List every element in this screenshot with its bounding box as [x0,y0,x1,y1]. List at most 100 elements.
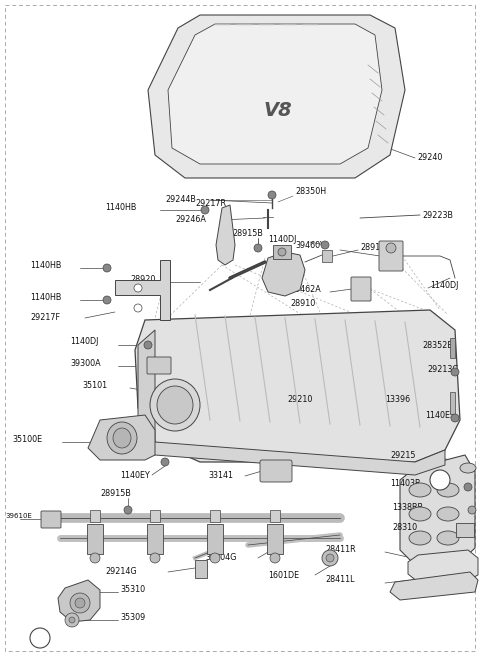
Circle shape [210,553,220,563]
Text: 1140HB: 1140HB [30,293,61,302]
Text: 29214G: 29214G [105,567,137,577]
Circle shape [69,617,75,623]
Text: 39460V: 39460V [295,241,325,251]
Text: 28350H: 28350H [295,188,326,197]
Text: A: A [36,633,44,643]
Circle shape [134,304,142,312]
Text: 29217R: 29217R [195,199,226,207]
Circle shape [386,243,396,253]
Circle shape [75,598,85,608]
Text: 39610E: 39610E [5,513,32,519]
Text: 1140DJ: 1140DJ [268,236,296,245]
Bar [147,524,163,554]
Ellipse shape [437,531,459,545]
Bar [195,560,207,578]
Polygon shape [148,15,405,178]
Ellipse shape [409,531,431,545]
Ellipse shape [157,386,193,424]
Text: 13396: 13396 [385,396,410,405]
Circle shape [451,414,459,422]
Text: 28915B: 28915B [100,489,131,499]
Text: 28911A: 28911A [360,243,391,253]
Polygon shape [58,580,100,622]
Ellipse shape [150,379,200,431]
Text: 1338BB: 1338BB [392,502,423,512]
Circle shape [150,553,160,563]
Circle shape [464,483,472,491]
Text: 29215: 29215 [390,451,416,459]
Bar [150,510,160,522]
Text: 28411R: 28411R [325,546,356,554]
Bar [207,524,223,554]
Ellipse shape [107,422,137,454]
Text: 29246A: 29246A [175,216,206,224]
Polygon shape [88,415,155,460]
Circle shape [430,470,450,490]
Circle shape [103,264,111,272]
Circle shape [30,628,50,648]
Ellipse shape [409,483,431,497]
Polygon shape [408,550,478,582]
Bar [273,245,291,259]
Circle shape [270,553,280,563]
Text: 33141: 33141 [208,470,233,480]
FancyBboxPatch shape [260,460,292,482]
Bar [87,524,103,554]
Bar [210,510,220,522]
Text: 1140EY: 1140EY [120,470,150,480]
Text: 28352E: 28352E [422,340,452,350]
Circle shape [70,593,90,613]
FancyBboxPatch shape [41,511,61,528]
Text: 28310: 28310 [392,522,417,531]
Text: 35101: 35101 [82,380,107,390]
FancyBboxPatch shape [147,357,171,374]
Circle shape [201,206,209,214]
Text: 1140HB: 1140HB [30,260,61,270]
Text: 35100E: 35100E [12,436,42,445]
Circle shape [326,554,334,562]
Text: 28920: 28920 [130,276,156,285]
Circle shape [103,296,111,304]
FancyBboxPatch shape [351,277,371,301]
Text: 35309: 35309 [120,613,145,623]
Polygon shape [135,310,460,462]
Circle shape [90,553,100,563]
Text: V8: V8 [264,100,292,119]
Text: 29213C: 29213C [427,365,458,375]
Circle shape [451,368,459,376]
Text: 28411L: 28411L [325,575,355,584]
Text: 39300A: 39300A [70,359,101,369]
Ellipse shape [437,483,459,497]
Circle shape [254,244,262,252]
Text: 29217F: 29217F [30,314,60,323]
Text: 29240: 29240 [417,154,443,163]
Polygon shape [138,330,155,442]
Polygon shape [216,205,235,265]
Bar [322,250,332,262]
Text: 29210: 29210 [288,396,312,405]
Polygon shape [400,455,475,565]
Circle shape [468,506,476,514]
Bar [450,338,455,358]
Text: 29223B: 29223B [422,211,453,220]
Polygon shape [168,24,382,164]
Circle shape [322,550,338,566]
Ellipse shape [437,507,459,521]
Text: 11403B: 11403B [390,480,420,489]
Text: 35310: 35310 [120,586,145,594]
Polygon shape [138,435,445,475]
Text: 28910: 28910 [290,300,315,308]
Circle shape [134,284,142,292]
Text: A: A [436,475,444,485]
Polygon shape [115,260,170,320]
Text: 1140DJ: 1140DJ [430,281,458,291]
Circle shape [321,241,329,249]
Circle shape [278,248,286,256]
Circle shape [144,341,152,349]
Text: 1140ES: 1140ES [425,411,455,419]
Text: 1140DJ: 1140DJ [70,337,98,346]
FancyBboxPatch shape [379,241,403,271]
Text: 1140HB: 1140HB [105,203,136,211]
Bar [270,510,280,522]
Circle shape [65,613,79,627]
